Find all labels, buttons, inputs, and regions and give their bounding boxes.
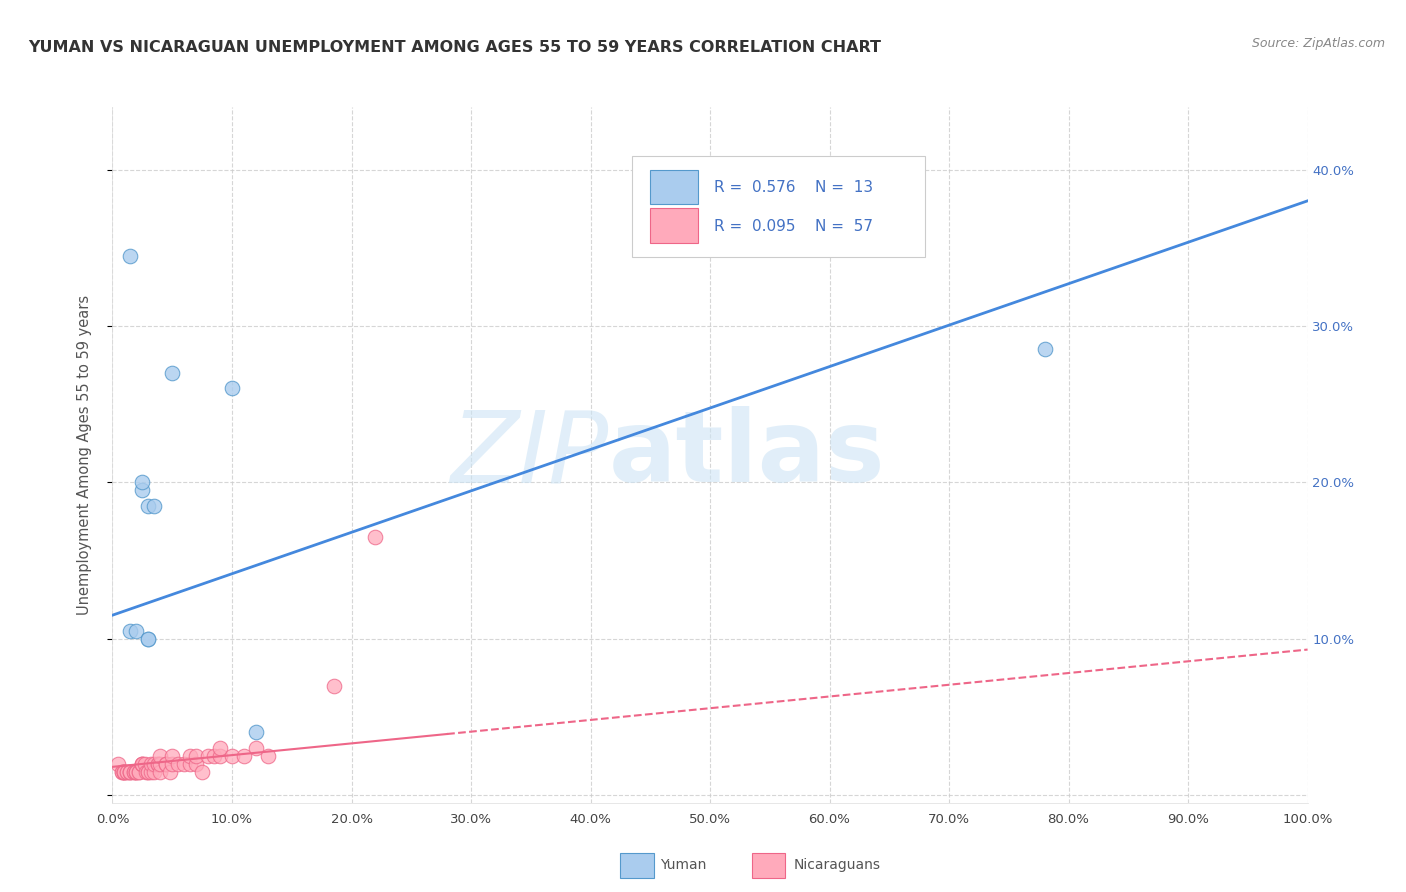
Point <box>138 764 160 779</box>
Point <box>115 764 138 779</box>
Point <box>167 756 190 771</box>
Point <box>114 764 135 779</box>
Point <box>162 748 183 763</box>
Point <box>120 624 142 638</box>
Point <box>139 764 162 779</box>
Point <box>111 764 134 779</box>
Point <box>131 483 153 497</box>
Point <box>257 748 280 763</box>
Point <box>221 748 243 763</box>
Point <box>139 756 162 771</box>
Point <box>114 764 135 779</box>
Point <box>120 764 142 779</box>
Point <box>143 756 166 771</box>
Point <box>120 249 142 263</box>
Point <box>149 764 172 779</box>
Point <box>131 475 153 490</box>
Point <box>143 764 166 779</box>
FancyBboxPatch shape <box>651 208 699 243</box>
Point <box>162 366 183 380</box>
Point <box>122 764 145 779</box>
FancyBboxPatch shape <box>620 853 654 878</box>
Point <box>149 756 172 771</box>
Point <box>146 756 169 771</box>
Text: Yuman: Yuman <box>659 858 706 872</box>
Point <box>233 748 256 763</box>
Point <box>186 748 208 763</box>
Point <box>155 756 177 771</box>
Point <box>134 756 156 771</box>
Point <box>209 748 232 763</box>
Point <box>131 756 153 771</box>
Point <box>138 499 160 513</box>
Text: atlas: atlas <box>609 407 884 503</box>
Point <box>138 632 160 646</box>
Text: Source: ZipAtlas.com: Source: ZipAtlas.com <box>1251 37 1385 51</box>
Point <box>179 756 201 771</box>
Point <box>125 764 148 779</box>
Point <box>135 764 157 779</box>
Point <box>186 756 208 771</box>
Text: R =  0.576    N =  13: R = 0.576 N = 13 <box>714 180 873 195</box>
Point <box>197 748 219 763</box>
Point <box>125 624 148 638</box>
Text: YUMAN VS NICARAGUAN UNEMPLOYMENT AMONG AGES 55 TO 59 YEARS CORRELATION CHART: YUMAN VS NICARAGUAN UNEMPLOYMENT AMONG A… <box>28 40 882 55</box>
Point <box>131 756 153 771</box>
Y-axis label: Unemployment Among Ages 55 to 59 years: Unemployment Among Ages 55 to 59 years <box>77 295 91 615</box>
Point <box>131 756 153 771</box>
Point <box>322 679 344 693</box>
Point <box>128 764 150 779</box>
FancyBboxPatch shape <box>752 853 786 878</box>
Point <box>114 764 135 779</box>
Point <box>162 756 183 771</box>
Point <box>120 764 142 779</box>
Point <box>128 764 150 779</box>
Point <box>138 764 160 779</box>
Point <box>115 764 138 779</box>
Text: ZIP: ZIP <box>450 407 609 503</box>
Point <box>146 756 169 771</box>
Point <box>125 764 148 779</box>
Point <box>155 756 177 771</box>
Point <box>159 764 181 779</box>
Point <box>245 741 267 756</box>
FancyBboxPatch shape <box>633 156 925 257</box>
Point <box>143 499 166 513</box>
Point <box>114 764 135 779</box>
Point <box>125 764 148 779</box>
Point <box>221 382 243 396</box>
Point <box>245 725 267 739</box>
Point <box>149 748 172 763</box>
Point <box>120 764 142 779</box>
Point <box>209 741 232 756</box>
Point <box>173 756 195 771</box>
Point <box>191 764 214 779</box>
Text: Nicaraguans: Nicaraguans <box>794 858 880 872</box>
Point <box>1033 343 1056 357</box>
FancyBboxPatch shape <box>651 169 699 204</box>
Point <box>179 748 201 763</box>
Point <box>107 756 129 771</box>
Point <box>122 764 145 779</box>
Point <box>138 632 160 646</box>
Text: R =  0.095    N =  57: R = 0.095 N = 57 <box>714 219 873 235</box>
Point <box>364 530 387 544</box>
Point <box>202 748 225 763</box>
Point <box>111 764 134 779</box>
